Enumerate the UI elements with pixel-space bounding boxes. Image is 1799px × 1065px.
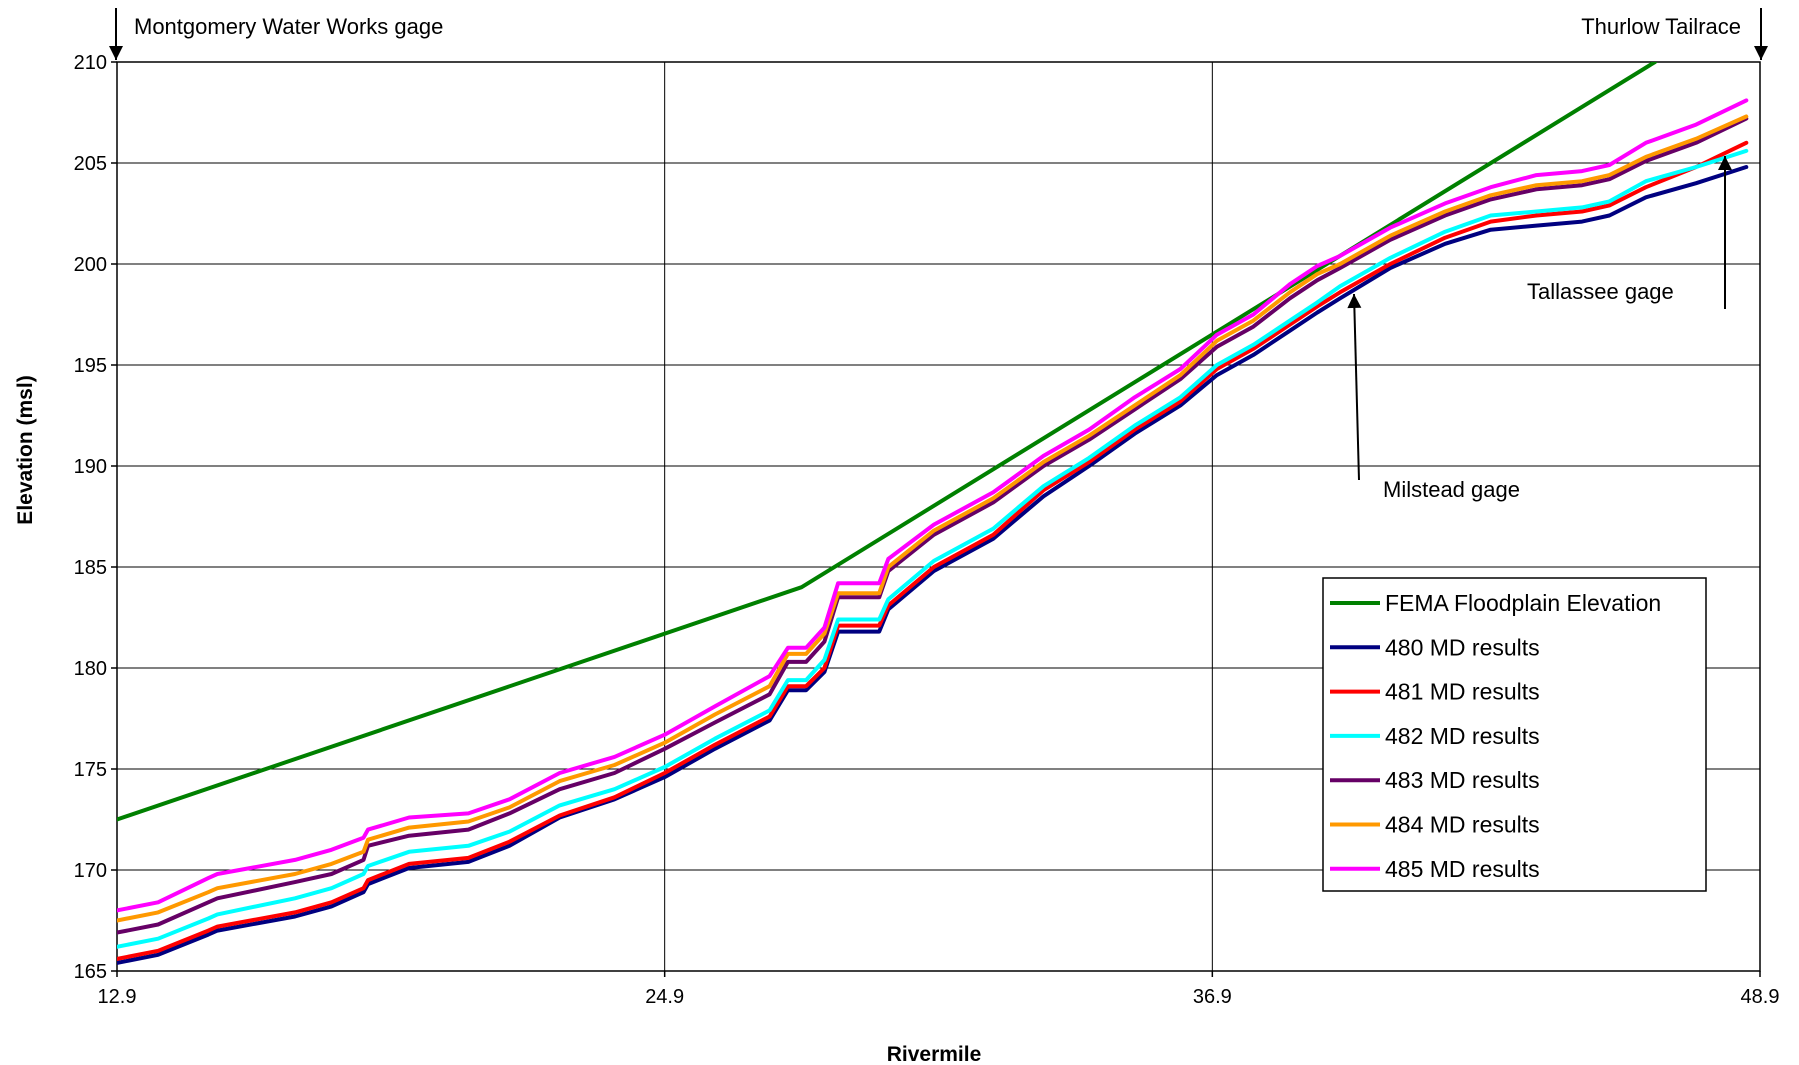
tallassee-arrow-head [1718,156,1732,170]
annotation-tallassee: Tallassee gage [1527,279,1674,304]
annotation-thurlow: Thurlow Tailrace [1581,14,1741,39]
series-line-2 [117,140,1749,961]
annotation-milstead: Milstead gage [1383,477,1520,502]
y-tick-label: 210 [74,52,107,74]
x-tick-label: 12.9 [98,986,137,1008]
y-tick-label: 175 [74,759,107,781]
series-line-3 [117,148,1749,949]
legend-label-4: 483 MD results [1385,767,1540,793]
y-tick-label: 190 [74,456,107,478]
annotation-montgomery: Montgomery Water Works gage [134,14,443,39]
legend: FEMA Floodplain Elevation 480 MD results 4… [1322,577,1707,892]
y-tick-label: 165 [74,961,107,983]
series-line-6 [117,98,1749,913]
x-axis-ticks: 12.9 24.9 36.9 48.9 [98,971,1780,1008]
thurlow-arrow-head [1754,46,1768,60]
series-line-5 [117,114,1749,923]
y-tick-label: 195 [74,355,107,377]
annotations: Montgomery Water Works gage Thurlow Tailr… [109,8,1768,502]
x-axis-title: Rivermile [887,1043,982,1065]
series-layer [117,62,1749,965]
x-tick-label: 24.9 [645,986,684,1008]
y-tick-label: 200 [74,254,107,276]
legend-label-6: 485 MD results [1385,856,1540,882]
legend-label-0: FEMA Floodplain Elevation [1385,590,1661,616]
y-tick-label: 205 [74,153,107,175]
x-tick-label: 48.9 [1741,986,1780,1008]
montgomery-arrow-head [109,46,123,60]
y-tick-label: 170 [74,860,107,882]
milstead-arrow-line [1353,293,1360,481]
plot-area-frame [116,61,1761,972]
y-axis-title: Elevation (msl) [14,375,37,524]
y-axis-ticks: 165 170 175 180 185 190 195 200 205 210 [74,52,117,983]
legend-box [1322,577,1707,892]
x-tick-label: 36.9 [1193,986,1232,1008]
legend-label-5: 484 MD results [1385,812,1540,838]
legend-label-2: 481 MD results [1385,679,1540,705]
legend-label-3: 482 MD results [1385,723,1540,749]
y-tick-label: 185 [74,557,107,579]
y-tick-label: 180 [74,658,107,680]
milstead-arrow-head [1347,294,1362,309]
legend-label-1: 480 MD results [1385,634,1540,660]
